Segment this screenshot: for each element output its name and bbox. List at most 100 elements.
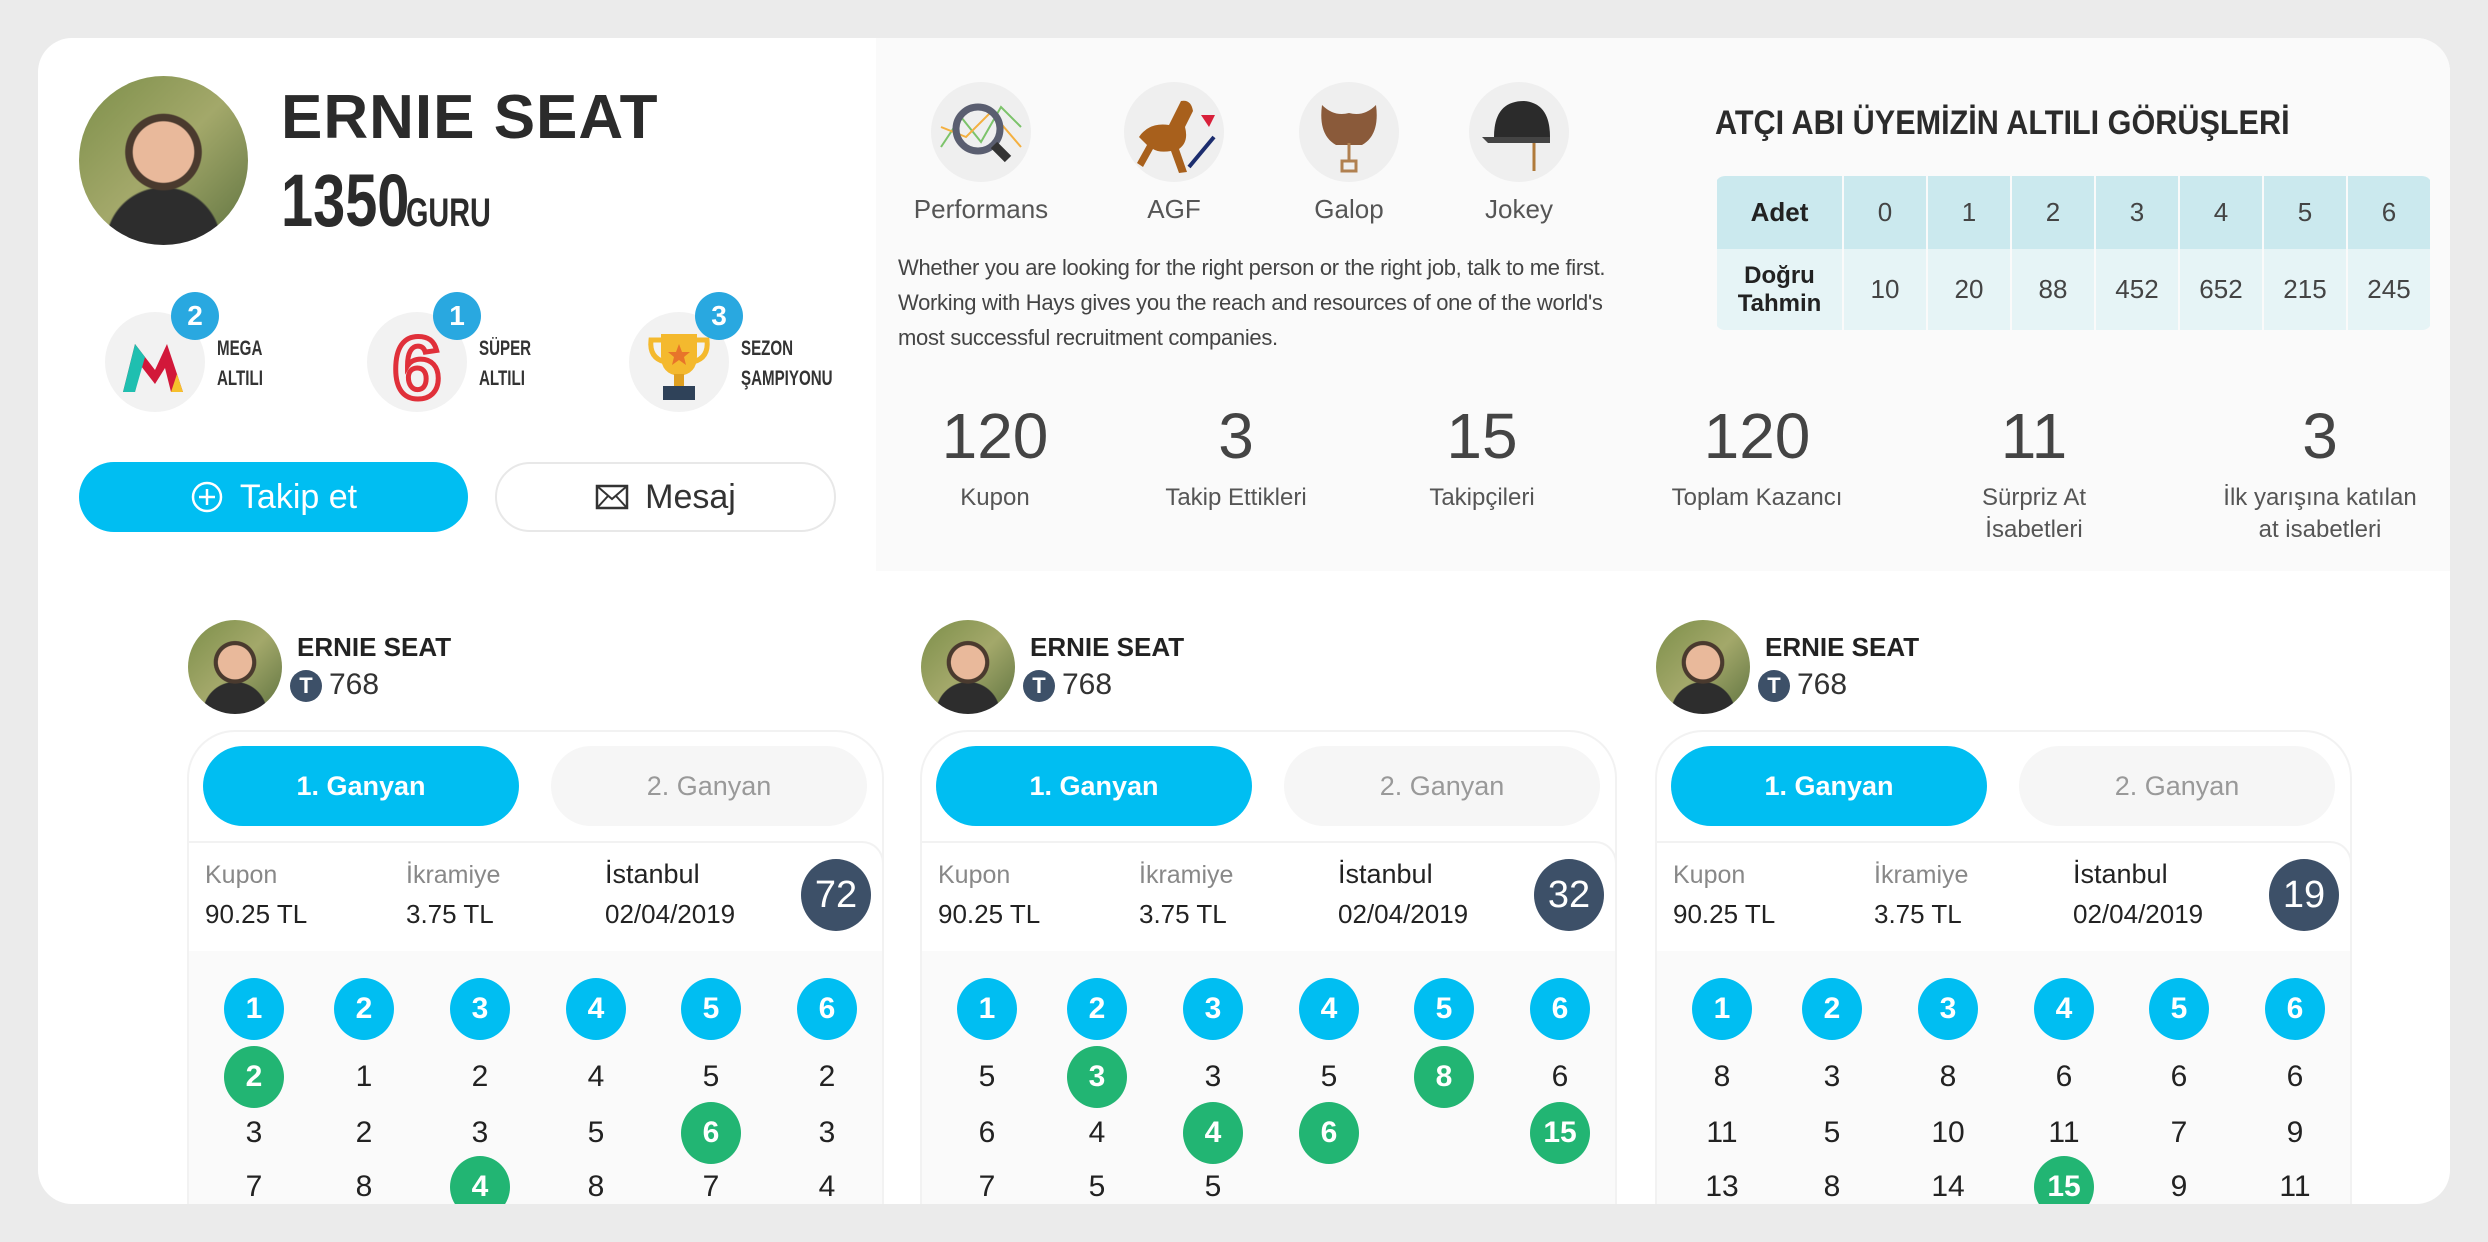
ikramiye-value: 3.75 TL	[1874, 899, 1962, 929]
tab-1-ganyan[interactable]: 1. Ganyan	[936, 746, 1252, 826]
feature-jokey[interactable]	[1469, 82, 1569, 182]
follow-button[interactable]: Takip et	[79, 462, 468, 532]
stat-label: Sürpriz At İsabetleri	[1981, 484, 2087, 543]
feature-galop[interactable]	[1299, 82, 1399, 182]
stat-takipcileri: 15 Takipçileri	[1332, 400, 1632, 514]
horse-number: 3	[818, 1116, 836, 1149]
profile-card: ERNIE SEAT 1350GURU 2 MEGA ALTILI 6 1 SÜP…	[38, 38, 2450, 1204]
ikramiye-value: 3.75 TL	[1139, 899, 1227, 929]
prediction-grid: 1 2 3 4 5 6 8 3 8 6 6 6 11 5 10 11 7 9 13 8 14 15 9 11	[1657, 951, 2350, 1204]
row-label-line2: Tahmin	[1737, 289, 1822, 317]
user-avatar	[1656, 620, 1750, 714]
horse-number: 5	[587, 1116, 605, 1149]
tab-2-ganyan[interactable]: 2. Ganyan	[1284, 746, 1600, 826]
row-label: Doğru Tahmin	[1717, 249, 1842, 330]
leg-number: 4	[2034, 978, 2094, 1040]
stat-ilk-yaris: 3 İlk yarışına katılan at isabetleri	[2170, 400, 2450, 546]
feature-performans[interactable]	[931, 82, 1031, 182]
leg-number: 5	[1414, 978, 1474, 1040]
kupon-value: 90.25 TL	[1673, 899, 1776, 929]
table-cell: 452	[2115, 274, 2159, 304]
winning-horse: 8	[1414, 1046, 1474, 1108]
points-icon: T	[290, 670, 322, 702]
stat-takip-ettikleri: 3 Takip Ettikleri	[1086, 400, 1386, 514]
prediction-card: ERNIE SEAT T 768 1. Ganyan 2. Ganyan Kup…	[920, 600, 1617, 1204]
stat-value: 120	[1703, 400, 1811, 472]
horse-number: 2	[471, 1060, 489, 1093]
horse-number: 4	[587, 1060, 605, 1093]
tab-bar	[187, 730, 884, 870]
race-number-badge: 19	[2269, 859, 2339, 931]
prediction-card: ERNIE SEAT T 768 1. Ganyan 2. Ganyan Kup…	[187, 600, 884, 1204]
feature-label: Jokey	[1485, 194, 1553, 224]
user-points: 768	[1797, 668, 1848, 701]
coupon-info: Kupon 90.25 TL İkramiye 3.75 TL İstanbul…	[187, 841, 884, 1204]
svg-text:6: 6	[393, 318, 442, 412]
horse-number: 3	[471, 1116, 489, 1149]
bio-text: Whether you are looking for the right pe…	[898, 255, 1606, 350]
city: İstanbul	[605, 859, 700, 889]
horse-number: 9	[2286, 1116, 2304, 1149]
profile-name: ERNIE SEAT	[281, 83, 659, 152]
ikramiye-value: 3.75 TL	[406, 899, 494, 929]
coupon-info: Kupon 90.25 TL İkramiye 3.75 TL İstanbul…	[920, 841, 1617, 1204]
winning-horse: 6	[1299, 1102, 1359, 1164]
horse-number: 5	[1204, 1170, 1222, 1203]
badge-count: 1	[433, 292, 481, 340]
user-name: ERNIE SEAT	[297, 632, 452, 662]
badge-label-line1: SEZON	[741, 337, 794, 360]
horse-number: 7	[702, 1170, 720, 1203]
horse-number: 4	[818, 1170, 836, 1203]
user-name: ERNIE SEAT	[1030, 632, 1185, 662]
horse-number: 6	[978, 1116, 996, 1149]
tab-1-ganyan[interactable]: 1. Ganyan	[203, 746, 519, 826]
table-row: Adet 0 1 2 3 4 5 6	[1717, 176, 2430, 249]
horse-number: 9	[2170, 1170, 2188, 1203]
message-label: Mesaj	[645, 477, 736, 516]
tab-bar	[920, 730, 1617, 870]
leg-number: 4	[1299, 978, 1359, 1040]
message-button[interactable]: Mesaj	[495, 462, 836, 532]
feature-agf[interactable]	[1124, 82, 1224, 182]
leg-number: 6	[2265, 978, 2325, 1040]
rank-label: GURU	[405, 191, 491, 235]
badge-label-line2: ŞAMPIYONU	[741, 367, 833, 390]
tab-1-ganyan[interactable]: 1. Ganyan	[1671, 746, 1987, 826]
table-cell: 652	[2199, 274, 2243, 304]
points-icon: T	[1023, 670, 1055, 702]
table-cell: 2	[2045, 197, 2061, 227]
winning-horse: 15	[2034, 1156, 2094, 1204]
horse-number: 4	[1088, 1116, 1106, 1149]
leg-number: 3	[450, 978, 510, 1040]
table-cell: 245	[2367, 274, 2411, 304]
user-points: 768	[329, 668, 380, 701]
city: İstanbul	[1338, 859, 1433, 889]
horse-number: 7	[978, 1170, 996, 1203]
ikramiye-label: İkramiye	[1874, 861, 1969, 889]
kupon-label: Kupon	[1673, 861, 1746, 889]
feature-label: Performans	[913, 194, 1049, 224]
horse-number: 8	[587, 1170, 605, 1203]
horse-number: 11	[2048, 1116, 2080, 1149]
performance-icon	[940, 103, 1022, 163]
stat-label: Takip Ettikleri	[1165, 484, 1307, 511]
horse-number: 5	[702, 1060, 720, 1093]
badge-label-line2: ALTILI	[217, 367, 263, 390]
horse-number: 11	[1706, 1116, 1738, 1149]
race-date: 02/04/2019	[2073, 899, 2204, 929]
race-number-badge: 32	[1534, 859, 1604, 931]
horse-number: 8	[355, 1170, 373, 1203]
user-avatar	[921, 620, 1015, 714]
winning-horse: 4	[450, 1156, 510, 1204]
horse-number: 5	[1088, 1170, 1106, 1203]
stat-label: İlk yarışına katılan at isabetleri	[2223, 484, 2417, 543]
stat-value: 3	[1218, 400, 1254, 472]
table-cell: 3	[2129, 197, 2145, 227]
tab-2-ganyan[interactable]: 2. Ganyan	[2019, 746, 2335, 826]
horse-number: 11	[2279, 1170, 2311, 1203]
ikramiye-label: İkramiye	[406, 861, 501, 889]
tab-2-ganyan[interactable]: 2. Ganyan	[551, 746, 867, 826]
leg-number: 3	[1918, 978, 1978, 1040]
leg-number: 2	[334, 978, 394, 1040]
stat-kupon: 120 Kupon	[845, 400, 1145, 514]
